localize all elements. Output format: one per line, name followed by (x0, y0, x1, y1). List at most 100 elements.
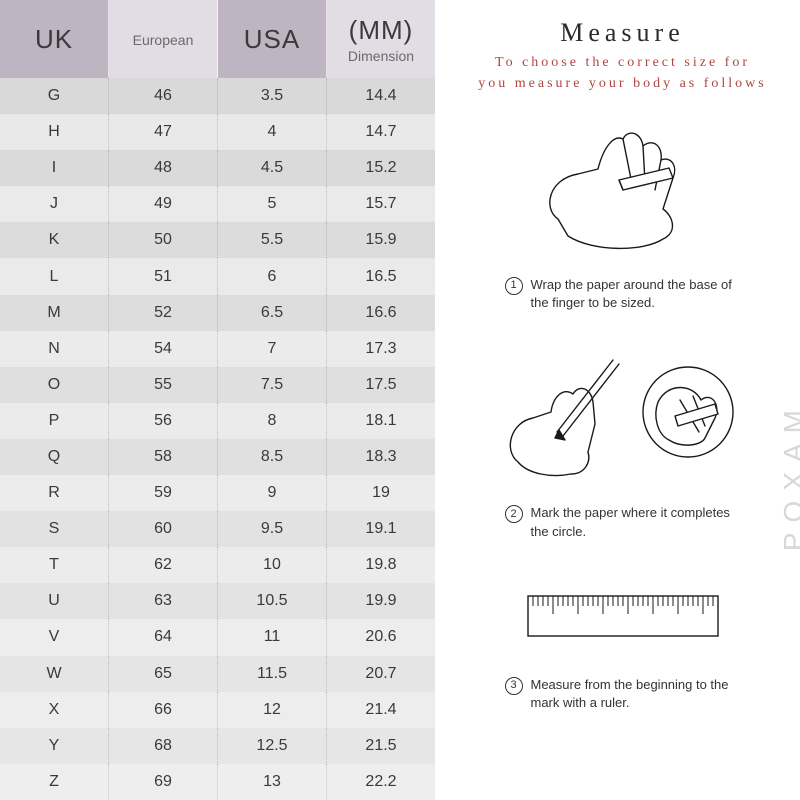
table-cell: N (0, 331, 109, 367)
table-cell: 9 (218, 475, 327, 511)
hand-mark-icon (465, 342, 780, 492)
table-cell: 6.5 (218, 295, 327, 331)
table-cell: 20.6 (327, 619, 435, 655)
table-cell: 51 (109, 258, 218, 294)
header-small: Dimension (348, 48, 414, 64)
table-cell: 21.4 (327, 692, 435, 728)
table-cell: 5.5 (218, 222, 327, 258)
table-cell: 4.5 (218, 150, 327, 186)
watermark: POXAM (778, 400, 800, 551)
table-cell: 62 (109, 547, 218, 583)
header-big: (MM) (349, 15, 414, 46)
table-row: I484.515.2 (0, 150, 435, 186)
step-number: 1 (505, 277, 523, 295)
table-row: R59919 (0, 475, 435, 511)
table-cell: 7.5 (218, 367, 327, 403)
table-cell: 20.7 (327, 656, 435, 692)
table-cell: 63 (109, 583, 218, 619)
table-cell: 50 (109, 222, 218, 258)
table-cell: 13 (218, 764, 327, 800)
table-cell: 3.5 (218, 78, 327, 114)
table-cell: 10.5 (218, 583, 327, 619)
table-cell: 60 (109, 511, 218, 547)
table-cell: O (0, 367, 109, 403)
table-header-cell: USA (218, 0, 327, 78)
table-cell: 66 (109, 692, 218, 728)
measure-title: Measure (465, 18, 780, 48)
step-text: Measure from the beginning to the mark w… (531, 676, 741, 712)
table-row: J49515.7 (0, 186, 435, 222)
measure-subtitle: To choose the correct size for you measu… (465, 52, 780, 94)
size-table: UK EuropeanUSA (MM) Dimension G463.514.4H 4 7… (0, 0, 435, 800)
ruler-icon (465, 569, 780, 664)
table-header-cell: UK (0, 0, 109, 78)
table-cell: T (0, 547, 109, 583)
table-cell: L (0, 258, 109, 294)
table-cell: J (0, 186, 109, 222)
table-row: U6310.519.9 (0, 583, 435, 619)
table-cell: 4 (218, 114, 327, 150)
step-number: 2 (505, 505, 523, 523)
table-cell: 52 (109, 295, 218, 331)
table-cell: 49 (109, 186, 218, 222)
table-cell: 19 (327, 475, 435, 511)
table-row: L51616.5 (0, 258, 435, 294)
table-cell: 19.1 (327, 511, 435, 547)
table-cell: 7 (218, 331, 327, 367)
table-cell: R (0, 475, 109, 511)
step-number: 3 (505, 677, 523, 695)
table-cell: 18.1 (327, 403, 435, 439)
header-big: UK (35, 24, 73, 55)
table-cell: 46 (109, 78, 218, 114)
step-1: 1 Wrap the paper around the base of the … (465, 124, 780, 312)
table-cell: 16.5 (327, 258, 435, 294)
table-row: T621019.8 (0, 547, 435, 583)
step-3: 3 Measure from the beginning to the mark… (465, 569, 780, 712)
table-cell: V (0, 619, 109, 655)
table-cell: X (0, 692, 109, 728)
table-row: N54717.3 (0, 331, 435, 367)
table-row: H47414.7 (0, 114, 435, 150)
table-cell: Q (0, 439, 109, 475)
table-row: S609.519.1 (0, 511, 435, 547)
table-cell: 55 (109, 367, 218, 403)
step-2: 2 Mark the paper where it completes the … (465, 342, 780, 540)
table-cell: 6 (218, 258, 327, 294)
table-cell: 14.4 (327, 78, 435, 114)
table-cell: 11.5 (218, 656, 327, 692)
table-cell: S (0, 511, 109, 547)
table-cell: 19.8 (327, 547, 435, 583)
table-row: X661221.4 (0, 692, 435, 728)
table-cell: Y (0, 728, 109, 764)
table-row: Q588.518.3 (0, 439, 435, 475)
table-cell: 21.5 (327, 728, 435, 764)
step-text: Wrap the paper around the base of the fi… (531, 276, 741, 312)
table-cell: 12.5 (218, 728, 327, 764)
table-row: G463.514.4 (0, 78, 435, 114)
table-row: Z691322.2 (0, 764, 435, 800)
table-cell: 68 (109, 728, 218, 764)
table-cell: 9.5 (218, 511, 327, 547)
table-cell: 69 (109, 764, 218, 800)
table-cell: 11 (218, 619, 327, 655)
table-cell: 19.9 (327, 583, 435, 619)
step-text: Mark the paper where it completes the ci… (531, 504, 741, 540)
table-header-cell: European (109, 0, 218, 78)
table-cell: U (0, 583, 109, 619)
table-cell: 65 (109, 656, 218, 692)
table-header-cell: (MM) Dimension (327, 0, 435, 78)
table-cell: 54 (109, 331, 218, 367)
table-row: K505.515.9 (0, 222, 435, 258)
table-body: G463.514.4H47414.7I484.515.2J49515.7K505… (0, 78, 435, 800)
table-cell: 17.5 (327, 367, 435, 403)
table-cell: H (0, 114, 109, 150)
table-cell: 64 (109, 619, 218, 655)
table-row: V641120.6 (0, 619, 435, 655)
table-cell: 15.7 (327, 186, 435, 222)
table-cell: 10 (218, 547, 327, 583)
table-cell: 59 (109, 475, 218, 511)
table-cell: 22.2 (327, 764, 435, 800)
table-cell: 48 (109, 150, 218, 186)
table-cell: 16.6 (327, 295, 435, 331)
table-row: P56818.1 (0, 403, 435, 439)
